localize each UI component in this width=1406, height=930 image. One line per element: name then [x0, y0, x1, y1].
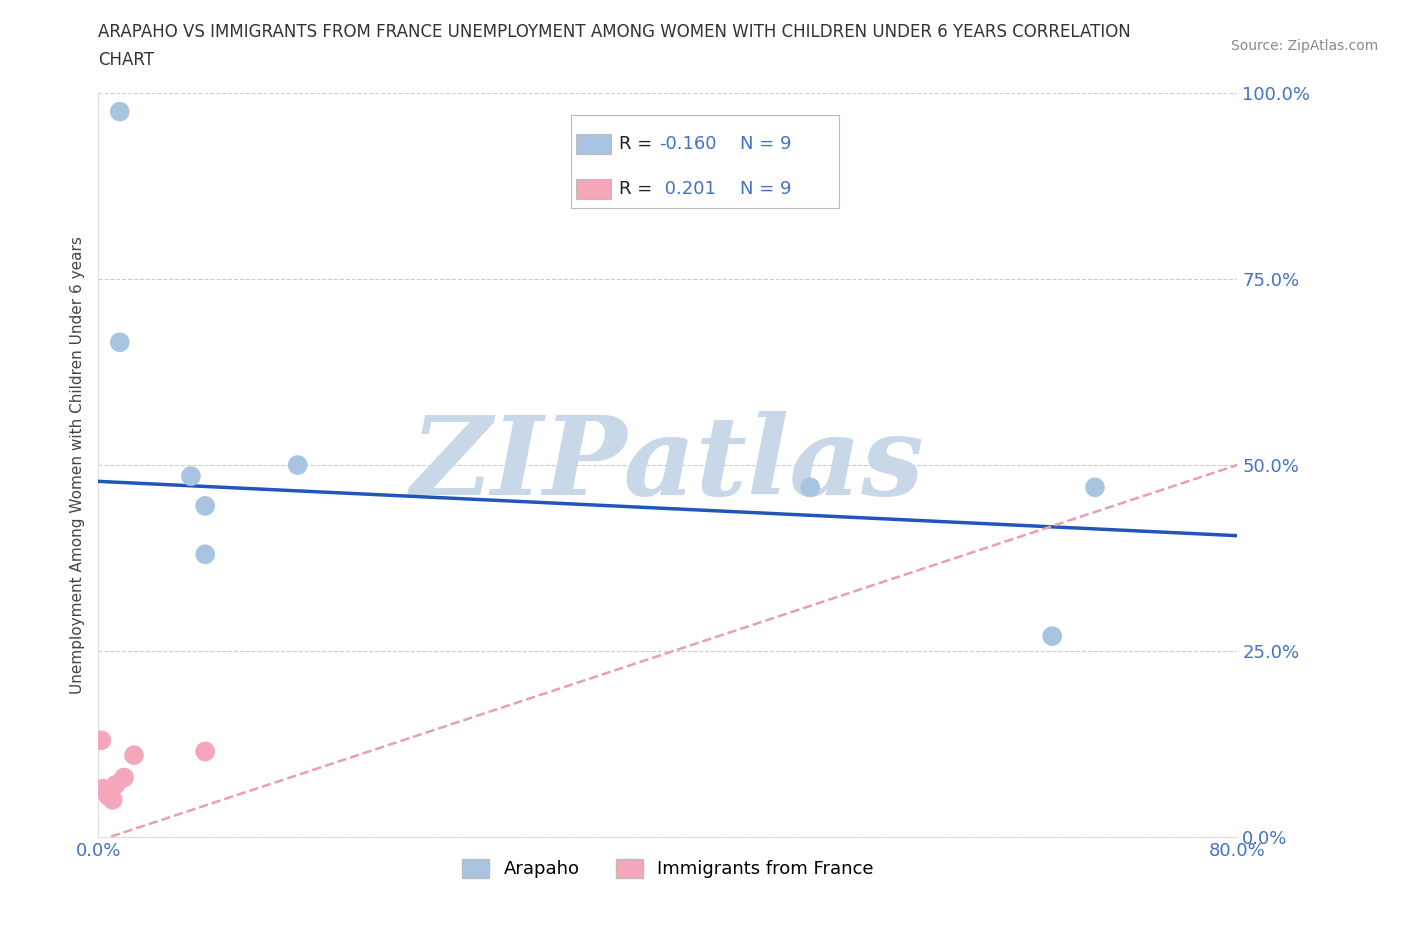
- Point: [194, 744, 217, 759]
- Text: CHART: CHART: [98, 51, 155, 69]
- Point: [194, 547, 217, 562]
- Point: [1040, 629, 1063, 644]
- Point: [108, 104, 131, 119]
- Point: [96, 785, 118, 800]
- Legend: Arapaho, Immigrants from France: Arapaho, Immigrants from France: [453, 850, 883, 887]
- Y-axis label: Unemployment Among Women with Children Under 6 years: Unemployment Among Women with Children U…: [69, 236, 84, 694]
- Point: [799, 480, 821, 495]
- Text: ZIPatlas: ZIPatlas: [411, 411, 925, 519]
- Point: [112, 770, 135, 785]
- Point: [122, 748, 145, 763]
- Point: [1084, 480, 1107, 495]
- Point: [287, 458, 309, 472]
- Point: [104, 777, 127, 792]
- Text: ARAPAHO VS IMMIGRANTS FROM FRANCE UNEMPLOYMENT AMONG WOMEN WITH CHILDREN UNDER 6: ARAPAHO VS IMMIGRANTS FROM FRANCE UNEMPL…: [98, 23, 1132, 41]
- Point: [101, 792, 124, 807]
- Point: [180, 469, 202, 484]
- Point: [91, 781, 114, 796]
- Point: [194, 498, 217, 513]
- Point: [97, 789, 120, 804]
- Point: [90, 733, 112, 748]
- Text: Source: ZipAtlas.com: Source: ZipAtlas.com: [1230, 39, 1378, 53]
- Point: [108, 335, 131, 350]
